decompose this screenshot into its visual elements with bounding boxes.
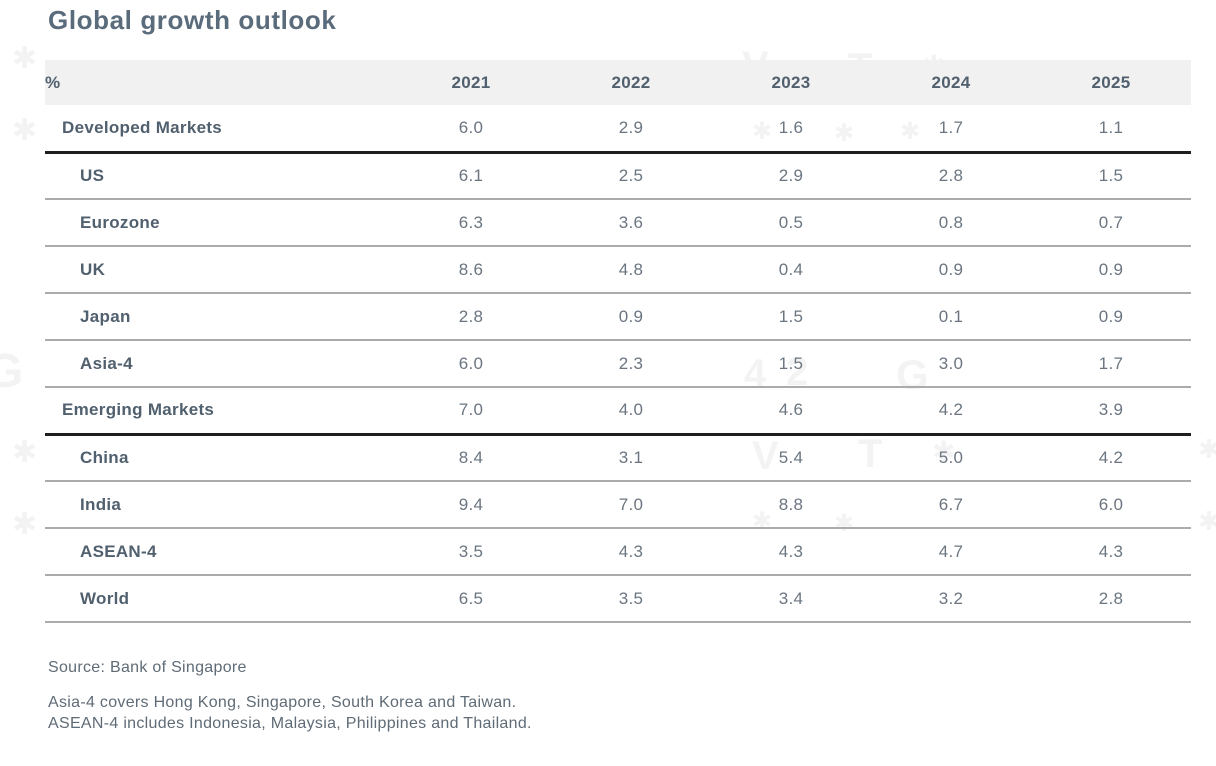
- cell-value: 3.6: [551, 199, 711, 247]
- cell-value: 6.5: [391, 575, 551, 623]
- cell-value: 7.0: [391, 387, 551, 436]
- table-row-us: US 6.1 2.5 2.9 2.8 1.5: [45, 152, 1191, 200]
- cell-value: 3.4: [711, 575, 871, 623]
- row-label: US: [45, 152, 391, 200]
- table-row-eurozone: Eurozone 6.3 3.6 0.5 0.8 0.7: [45, 199, 1191, 247]
- cell-value: 1.1: [1031, 105, 1191, 154]
- row-label: UK: [45, 246, 391, 294]
- cell-value: 5.0: [871, 434, 1031, 482]
- row-label: Emerging Markets: [45, 387, 391, 436]
- cell-value: 3.1: [551, 434, 711, 482]
- footnote-asean-4: ASEAN-4 includes Indonesia, Malaysia, Ph…: [48, 715, 532, 732]
- cell-value: 4.3: [1031, 528, 1191, 576]
- cell-value: 0.1: [871, 293, 1031, 341]
- cell-value: 2.9: [711, 152, 871, 200]
- year-header-2021: 2021: [391, 60, 551, 105]
- cell-value: 6.7: [871, 481, 1031, 529]
- table-row-asean-4: ASEAN-4 3.5 4.3 4.3 4.7 4.3: [45, 528, 1191, 576]
- table-row-china: China 8.4 3.1 5.4 5.0 4.2: [45, 434, 1191, 482]
- cell-value: 2.8: [1031, 575, 1191, 623]
- row-label: Japan: [45, 293, 391, 341]
- table-body: Developed Markets 6.0 2.9 1.6 1.7 1.1 US…: [45, 105, 1191, 623]
- cell-value: 0.9: [871, 246, 1031, 294]
- cell-value: 0.7: [1031, 199, 1191, 247]
- cell-value: 1.5: [711, 340, 871, 388]
- row-label: World: [45, 575, 391, 623]
- source-note: Source: Bank of Singapore: [48, 659, 247, 676]
- cell-value: 0.4: [711, 246, 871, 294]
- cell-value: 3.5: [551, 575, 711, 623]
- cell-value: 1.6: [711, 105, 871, 154]
- table-row-india: India 9.4 7.0 8.8 6.7 6.0: [45, 481, 1191, 529]
- cell-value: 4.6: [711, 387, 871, 436]
- table-row-developed-markets: Developed Markets 6.0 2.9 1.6 1.7 1.1: [45, 105, 1191, 154]
- cell-value: 1.5: [1031, 152, 1191, 200]
- table-row-japan: Japan 2.8 0.9 1.5 0.1 0.9: [45, 293, 1191, 341]
- cell-value: 2.8: [871, 152, 1031, 200]
- cell-value: 1.7: [1031, 340, 1191, 388]
- cell-value: 4.7: [871, 528, 1031, 576]
- cell-value: 9.4: [391, 481, 551, 529]
- table-row-uk: UK 8.6 4.8 0.4 0.9 0.9: [45, 246, 1191, 294]
- table-header: % 2021 2022 2023 2024 2025: [45, 60, 1191, 105]
- cell-value: 0.9: [1031, 246, 1191, 294]
- cell-value: 3.0: [871, 340, 1031, 388]
- cell-value: 2.5: [551, 152, 711, 200]
- footnote-asia-4: Asia-4 covers Hong Kong, Singapore, Sout…: [48, 694, 517, 711]
- footnotes: Asia-4 covers Hong Kong, Singapore, Sout…: [48, 692, 1216, 734]
- table-row-world: World 6.5 3.5 3.4 3.2 2.8: [45, 575, 1191, 623]
- cell-value: 6.0: [1031, 481, 1191, 529]
- cell-value: 0.9: [1031, 293, 1191, 341]
- year-header-2024: 2024: [871, 60, 1031, 105]
- cell-value: 6.0: [391, 340, 551, 388]
- cell-value: 1.7: [871, 105, 1031, 154]
- unit-header: %: [45, 60, 391, 105]
- cell-value: 2.3: [551, 340, 711, 388]
- cell-value: 4.2: [871, 387, 1031, 436]
- table-row-emerging-markets: Emerging Markets 7.0 4.0 4.6 4.2 3.9: [45, 387, 1191, 436]
- row-label: Developed Markets: [45, 105, 391, 154]
- row-label: India: [45, 481, 391, 529]
- row-label: China: [45, 434, 391, 482]
- cell-value: 4.3: [551, 528, 711, 576]
- cell-value: 8.6: [391, 246, 551, 294]
- row-label: ASEAN-4: [45, 528, 391, 576]
- cell-value: 3.5: [391, 528, 551, 576]
- header-row: % 2021 2022 2023 2024 2025: [45, 60, 1191, 105]
- page-title: Global growth outlook: [48, 5, 337, 35]
- year-header-2025: 2025: [1031, 60, 1191, 105]
- cell-value: 0.8: [871, 199, 1031, 247]
- cell-value: 4.3: [711, 528, 871, 576]
- year-header-2023: 2023: [711, 60, 871, 105]
- cell-value: 2.8: [391, 293, 551, 341]
- cell-value: 6.0: [391, 105, 551, 154]
- cell-value: 3.9: [1031, 387, 1191, 436]
- cell-value: 1.5: [711, 293, 871, 341]
- row-label: Asia-4: [45, 340, 391, 388]
- cell-value: 3.2: [871, 575, 1031, 623]
- table-row-asia-4: Asia-4 6.0 2.3 1.5 3.0 1.7: [45, 340, 1191, 388]
- cell-value: 8.4: [391, 434, 551, 482]
- cell-value: 4.8: [551, 246, 711, 294]
- content: Global growth outlook % 2021 2022 2023 2…: [0, 5, 1216, 734]
- cell-value: 7.0: [551, 481, 711, 529]
- cell-value: 2.9: [551, 105, 711, 154]
- growth-outlook-table: % 2021 2022 2023 2024 2025 Developed Mar…: [45, 60, 1191, 623]
- cell-value: 6.1: [391, 152, 551, 200]
- cell-value: 0.9: [551, 293, 711, 341]
- cell-value: 0.5: [711, 199, 871, 247]
- cell-value: 6.3: [391, 199, 551, 247]
- year-header-2022: 2022: [551, 60, 711, 105]
- cell-value: 8.8: [711, 481, 871, 529]
- cell-value: 4.0: [551, 387, 711, 436]
- row-label: Eurozone: [45, 199, 391, 247]
- cell-value: 4.2: [1031, 434, 1191, 482]
- cell-value: 5.4: [711, 434, 871, 482]
